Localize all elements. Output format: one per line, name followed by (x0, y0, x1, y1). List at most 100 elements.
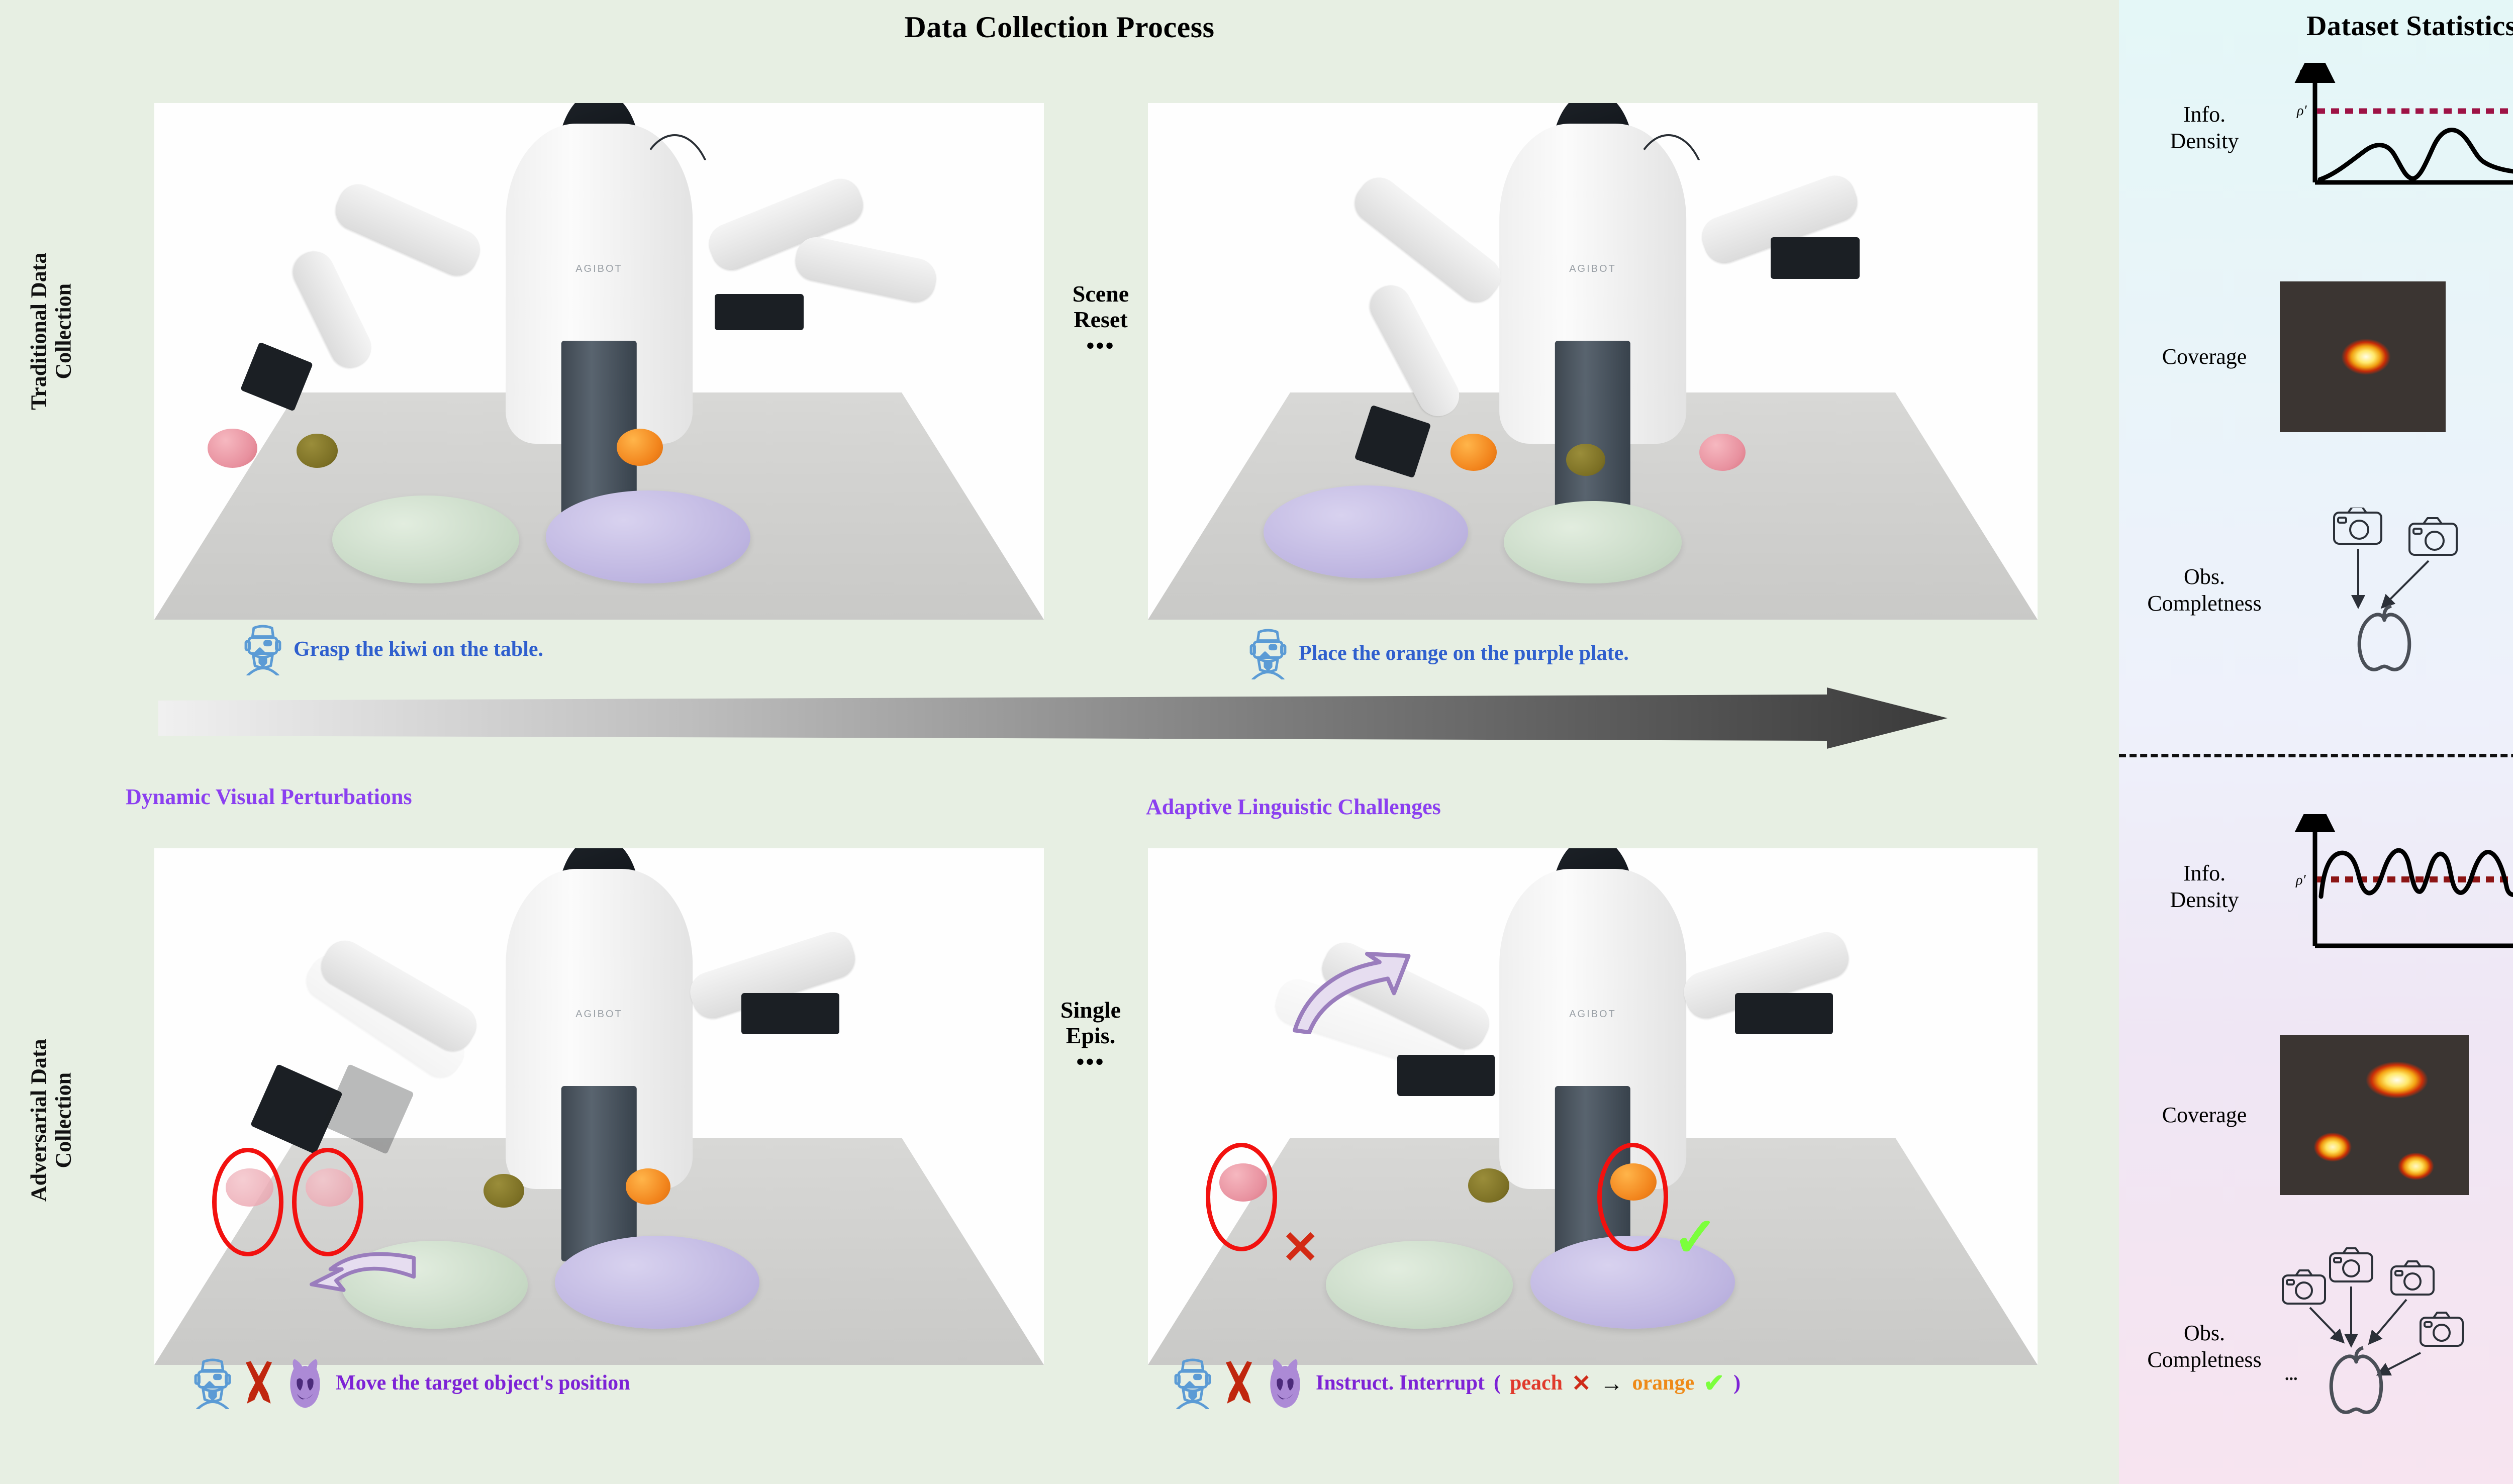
stat-label-obs-line2: Completness (2147, 1347, 2262, 1372)
fruit-kiwi (1566, 444, 1605, 476)
chart-info-density-adversarial: ρ t ρ′ (2294, 814, 2513, 948)
caption-text-4-prefix: Instruct. Interrupt (1316, 1371, 1485, 1395)
annotation-circle-selected-orange (1597, 1142, 1669, 1251)
axis-label-rho: ρ (2298, 814, 2306, 830)
photo-adversarial-linguistic-challenge: AGIBOT ✕ ✓ (1148, 848, 2038, 1365)
caption-text-4-right-object: orange (1632, 1371, 1695, 1395)
robot-brand-text: AGIBOT (1569, 263, 1616, 274)
robot-right-gripper (741, 993, 839, 1035)
caption-text-4-paren-close: ) (1733, 1371, 1741, 1395)
robot-cable (1628, 134, 1709, 202)
stat-row-info-density-bottom: Info. Density ρ t ρ′ (2129, 814, 2513, 960)
stat-row-obs-completeness-bottom: Obs. Completness (2129, 1246, 2513, 1447)
robot-scene: AGIBOT (1148, 103, 2038, 620)
robot-pelvis (1555, 340, 1631, 517)
arrow-camera-to-apple (2309, 1307, 2345, 1344)
plate-purple (545, 490, 750, 584)
diagram-obs-completeness-adversarial: ... (2282, 1247, 2464, 1414)
caption-text-4-paren-open: ( (1493, 1371, 1501, 1395)
stat-label-coverage: Coverage (2162, 344, 2247, 369)
row-label-traditional-line2: Collection (51, 283, 76, 379)
single-epis-line1: Single (1060, 997, 1121, 1023)
plate-green (1326, 1241, 1513, 1329)
plate-purple (1530, 1236, 1735, 1329)
crossed-swords-icon (1225, 1361, 1252, 1404)
camera-icon (2333, 508, 2382, 545)
annotation-circle-rejected-peach (1206, 1142, 1277, 1251)
robot-pelvis (561, 1085, 637, 1262)
caption-text-2: Place the orange on the purple plate. (1299, 642, 1629, 665)
stat-label-info-line1: Info. (2183, 102, 2226, 127)
camera-icon (2329, 1247, 2373, 1282)
row-label-adversarial-line2: Collection (51, 1072, 76, 1168)
robot-brand-text: AGIBOT (575, 263, 623, 274)
stat-label-info-line2: Density (2170, 129, 2239, 153)
instruction-change-arrow-icon (1292, 951, 1411, 1035)
axis-label-rho-prime: ρ′ (2296, 103, 2307, 119)
chart-info-density-traditional: ρ t ρ′ (2294, 63, 2513, 185)
stat-label-info-line1: Info. (2183, 861, 2226, 886)
single-episode-label: Single Epis. ••• (1015, 997, 1166, 1075)
stat-row-obs-completeness-top: Obs. Completness (2129, 508, 2513, 673)
row-label-adversarial: Adversarial Data Collection (27, 879, 76, 1361)
heatmap-coverage-traditional (2280, 281, 2446, 432)
check-mark-icon: ✔ (1703, 1369, 1725, 1397)
robot-left-arm-upper (1347, 169, 1509, 311)
arrow-camera-to-apple (2380, 560, 2430, 609)
density-curve-adversarial (2318, 848, 2513, 899)
subhead-dynamic-visual-perturbations: Dynamic Visual Perturbations (126, 784, 412, 809)
camera-icon (2420, 1312, 2464, 1347)
robot-scene: AGIBOT (154, 103, 1044, 620)
fruit-kiwi (483, 1173, 525, 1208)
stat-label-info-density: Info. Density (2129, 102, 2280, 155)
robot-scene: AGIBOT ✕ ✓ (1148, 848, 2038, 1365)
scene-reset-line2: Reset (1074, 306, 1128, 332)
axis-label-rho-prime: ρ′ (2295, 872, 2306, 888)
diagram-obs-completeness-traditional (2333, 508, 2458, 671)
horizontal-dashed-divider (2119, 754, 2513, 757)
stat-row-coverage-bottom: Coverage (2129, 1035, 2513, 1195)
robot-scene: AGIBOT (154, 848, 1044, 1365)
annotation-circle-original-position (212, 1148, 283, 1257)
plate-green (1504, 501, 1682, 584)
single-epis-ellipsis: ••• (1076, 1049, 1105, 1075)
heatmap-coverage-adversarial (2280, 1035, 2469, 1195)
obs-ellipsis: ... (2285, 1365, 2298, 1384)
density-curve-traditional (2317, 128, 2513, 182)
vr-headset-operator-icon (194, 1358, 231, 1409)
photo-traditional-place-orange: AGIBOT (1148, 103, 2038, 620)
devil-adversary-icon (1270, 1359, 1300, 1408)
robot-brand-text: AGIBOT (1569, 1008, 1616, 1020)
stat-label-obs-completeness: Obs. Completness (2129, 564, 2280, 617)
scene-reset-ellipsis: ••• (1086, 333, 1115, 359)
camera-icon (2390, 1260, 2435, 1296)
right-arrow-icon: → (1600, 1370, 1623, 1396)
axis-label-rho: ρ (2298, 63, 2306, 79)
stat-label-coverage: Coverage (2162, 1102, 2247, 1127)
camera-icon (2408, 517, 2458, 556)
cross-mark-icon: ✕ (1571, 1370, 1591, 1396)
dataset-statistics-column (2119, 0, 2513, 1484)
subhead-adaptive-linguistic-challenges: Adaptive Linguistic Challenges (1146, 795, 1441, 819)
stat-row-info-density-top: Info. Density ρ t ρ′ (2129, 63, 2513, 193)
plate-green (332, 496, 519, 584)
robot-left-arm-upper (329, 177, 487, 282)
robot-right-gripper (1735, 993, 1833, 1035)
stat-label-obs-completeness: Obs. Completness (2129, 1320, 2280, 1373)
plate-purple (554, 1236, 759, 1329)
row-label-traditional: Traditional Data Collection (27, 90, 76, 572)
arrow-camera-to-apple (2368, 1299, 2407, 1345)
caption-text-4-wrong-object: peach (1509, 1371, 1563, 1395)
annotation-check-icon: ✓ (1673, 1206, 1718, 1267)
camera-icon (2282, 1269, 2326, 1305)
arrow-camera-to-apple (2376, 1352, 2421, 1376)
annotation-circle-new-position (292, 1148, 363, 1257)
row-label-traditional-line1: Traditional Data (26, 252, 51, 410)
robot-brand-text: AGIBOT (575, 1008, 623, 1020)
stat-label-info-line2: Density (2170, 887, 2239, 912)
robot-right-gripper (1771, 237, 1860, 279)
stat-row-coverage-top: Coverage (2129, 281, 2513, 432)
robot-left-gripper (1397, 1055, 1495, 1097)
plate-purple (1264, 485, 1469, 578)
